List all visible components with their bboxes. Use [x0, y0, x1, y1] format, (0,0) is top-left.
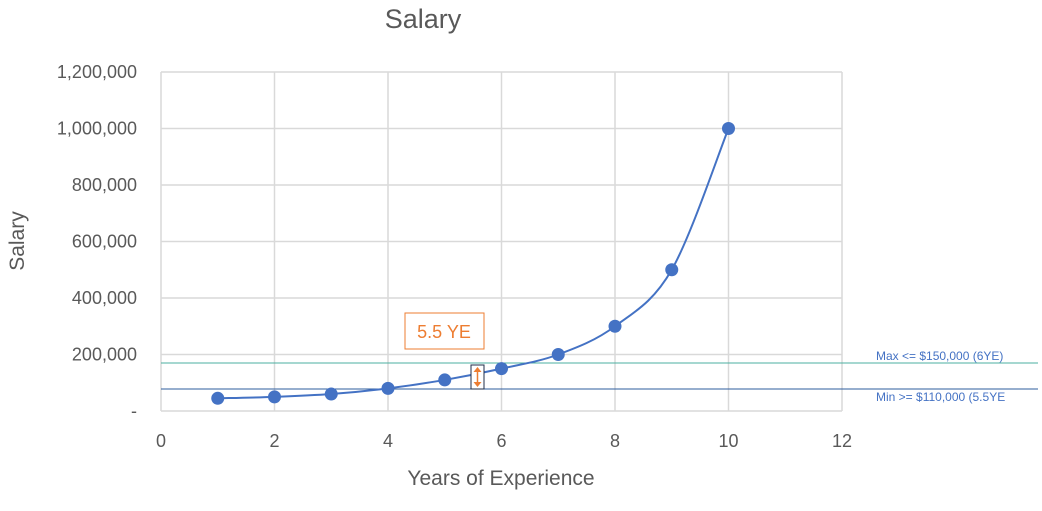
- data-point: [381, 381, 395, 395]
- x-tick-label: 4: [383, 431, 393, 451]
- data-point: [268, 390, 281, 404]
- data-point: [722, 122, 735, 135]
- data-point: [665, 263, 679, 277]
- x-tick-label: 6: [496, 431, 506, 451]
- data-point: [211, 391, 225, 405]
- x-tick-label: 0: [156, 431, 166, 451]
- data-point: [495, 362, 508, 376]
- y-tick-label: 1,000,000: [57, 119, 137, 139]
- data-point: [608, 319, 622, 333]
- data-point: [551, 348, 565, 361]
- axis-labels: - 200,000 400,000 600,000 800,000 1,000,000 1,…: [57, 62, 852, 451]
- annotation-label: 5.5 YE: [417, 322, 471, 342]
- x-tick-label: 2: [269, 431, 279, 451]
- annotation-box: [404, 312, 485, 350]
- y-axis-title: Salary: [6, 211, 29, 271]
- gridlines: [160, 71, 843, 412]
- data-series: [211, 122, 735, 405]
- x-tick-label: 12: [832, 431, 852, 451]
- x-tick-label: 8: [610, 431, 620, 451]
- y-tick-label: 800,000: [72, 175, 137, 195]
- chart-title: Salary: [385, 4, 462, 34]
- y-tick-label: -: [131, 401, 137, 421]
- data-point: [438, 373, 452, 387]
- data-point: [324, 387, 338, 401]
- x-tick-label: 10: [718, 431, 738, 451]
- x-axis-title: Years of Experience: [407, 467, 594, 490]
- reference-line-label: Max <= $150,000 (6YE): [876, 349, 1003, 363]
- reference-line-label: Min >= $110,000 (5.5YE: [876, 390, 1005, 404]
- y-tick-label: 200,000: [72, 345, 137, 365]
- range-arrow-down-head: [473, 382, 482, 387]
- y-tick-label: 400,000: [72, 288, 137, 308]
- y-tick-label: 1,200,000: [57, 62, 137, 82]
- reference-lines: Max <= $150,000 (6YE) Min >= $110,000 (5.…: [161, 349, 1038, 404]
- range-arrow-up-head: [473, 367, 482, 372]
- y-tick-label: 600,000: [72, 232, 137, 252]
- annotation-group: 5.5 YE: [404, 312, 485, 390]
